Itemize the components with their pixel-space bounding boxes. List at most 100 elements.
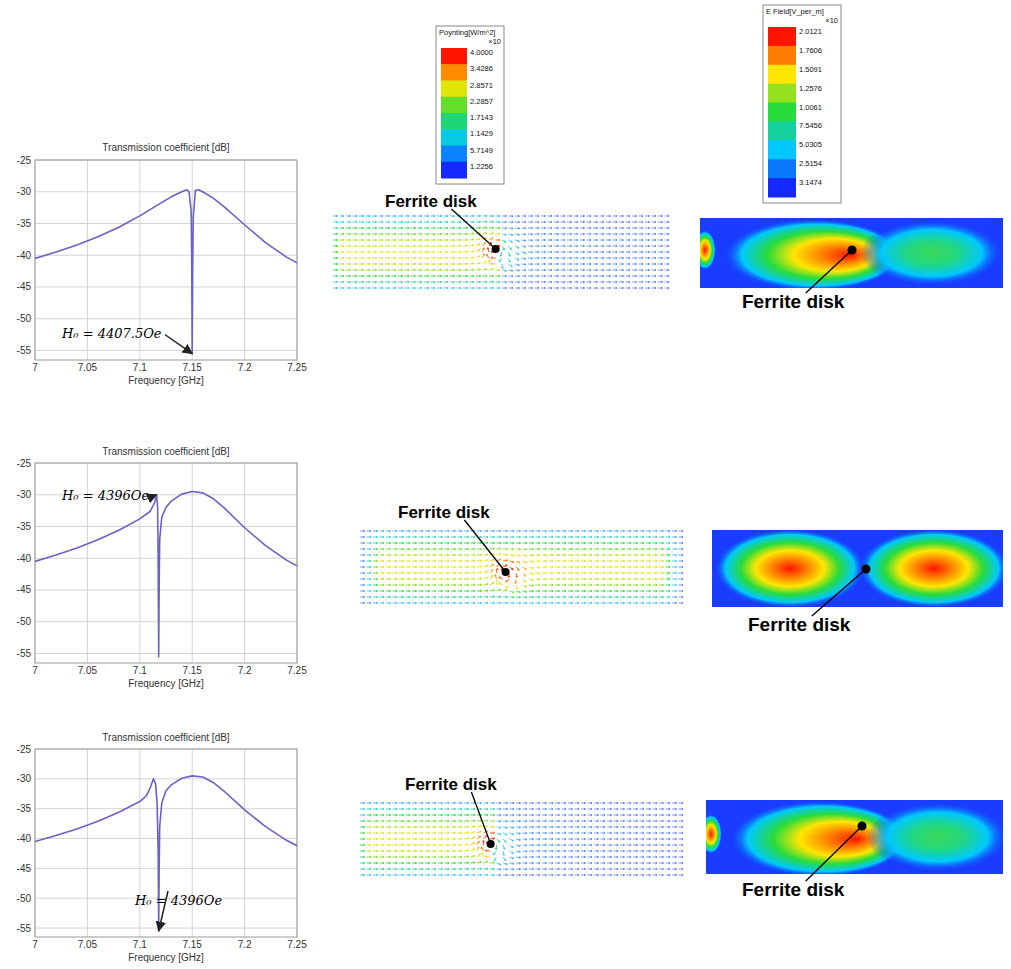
field-arrow: [645, 233, 650, 235]
field-arrow: [679, 560, 684, 562]
field-arrow: [333, 233, 338, 235]
field-arrow: [535, 281, 540, 283]
field-arrow: [510, 554, 515, 556]
field-arrow: [497, 602, 502, 604]
field-arrow: [386, 548, 391, 550]
field-arrow: [444, 263, 449, 265]
field-arrow: [346, 215, 351, 217]
field-arrow: [419, 536, 424, 538]
field-arrow: [380, 832, 385, 834]
field-arrow: [600, 263, 605, 265]
field-arrow: [619, 221, 624, 223]
field-arrow: [406, 560, 411, 562]
field-arrow: [549, 832, 554, 834]
field-arrow: [536, 560, 541, 562]
field-arrow: [516, 851, 520, 853]
x-tick-label: 7.2: [238, 939, 252, 950]
field-arrow: [340, 233, 345, 235]
field-arrow: [393, 820, 398, 822]
field-arrow: [386, 530, 391, 532]
field-arrow: [639, 251, 644, 253]
field-arrow: [549, 530, 554, 532]
field-arrow: [483, 227, 488, 229]
field-arrow: [614, 832, 619, 834]
field-arrow: [672, 542, 677, 544]
field-arrow: [548, 221, 553, 223]
field-arrow: [633, 578, 638, 580]
field-arrow: [379, 281, 384, 283]
field-arrow: [333, 263, 338, 265]
field-arrow: [406, 602, 411, 604]
field-arrow: [463, 257, 468, 259]
field-arrow: [658, 245, 663, 247]
field-arrow: [620, 602, 625, 604]
field-arrow: [587, 281, 592, 283]
field-arrow: [366, 245, 371, 247]
field-arrow: [523, 820, 528, 822]
field-arrow: [366, 269, 371, 271]
field-arrow: [640, 530, 645, 532]
field-arrow: [581, 590, 586, 592]
field-arrow: [620, 560, 625, 562]
field-arrow: [497, 827, 502, 829]
field-arrow: [367, 844, 372, 846]
field-arrow: [470, 239, 475, 241]
field-arrow: [640, 802, 645, 804]
field-arrow: [367, 530, 372, 532]
field-arrow: [484, 602, 489, 604]
field-arrow: [653, 838, 658, 840]
colorbar-label: 3.1474: [799, 178, 822, 187]
field-arrow: [470, 269, 475, 271]
field-arrow: [568, 832, 573, 834]
field-arrow: [399, 850, 404, 852]
field-arrow: [399, 584, 404, 586]
field-arrow: [593, 263, 598, 265]
field-arrow: [510, 851, 514, 853]
field-arrow: [607, 530, 612, 532]
field-arrow: [607, 536, 612, 538]
field-arrow: [659, 578, 664, 580]
field-arrow: [640, 560, 645, 562]
field-arrow: [549, 578, 554, 580]
field-arrow: [554, 227, 559, 229]
field-arrow: [464, 536, 469, 538]
field-arrow: [646, 590, 651, 592]
field-arrow: [470, 215, 475, 217]
field-arrow: [575, 530, 580, 532]
field-arrow: [665, 287, 670, 289]
field-arrow: [405, 275, 410, 277]
field-arrow: [659, 536, 664, 538]
field-arrow: [367, 578, 372, 580]
field-arrow: [580, 257, 585, 259]
field-arrow: [424, 215, 429, 217]
field-arrow: [588, 578, 593, 580]
field-arrow: [614, 596, 619, 598]
field-arrow: [464, 844, 468, 846]
field-arrow: [645, 263, 650, 265]
field-arrow: [450, 215, 455, 217]
field-arrow: [606, 275, 611, 277]
annotation: H₀ = 4396Oe: [61, 488, 149, 503]
field-arrow: [515, 252, 519, 255]
field-arrow: [632, 227, 637, 229]
field-arrow: [393, 862, 398, 864]
field-arrow: [412, 584, 417, 586]
field-arrow: [679, 808, 684, 810]
field-arrow: [542, 838, 547, 840]
field-arrow: [471, 802, 476, 804]
field-arrow: [373, 584, 378, 586]
field-arrow: [666, 820, 671, 822]
field-arrow: [542, 590, 547, 592]
field-arrow: [588, 548, 593, 550]
field-arrow: [373, 536, 378, 538]
field-arrow: [653, 536, 658, 538]
data-group: [35, 492, 297, 657]
field-arrow: [581, 808, 586, 810]
field-arrow: [561, 281, 566, 283]
field-arrow: [535, 215, 540, 217]
field-arrow: [445, 572, 450, 574]
field-arrow: [477, 548, 482, 550]
field-arrow: [601, 578, 606, 580]
field-arrow: [392, 263, 397, 265]
field-arrow: [627, 530, 632, 532]
